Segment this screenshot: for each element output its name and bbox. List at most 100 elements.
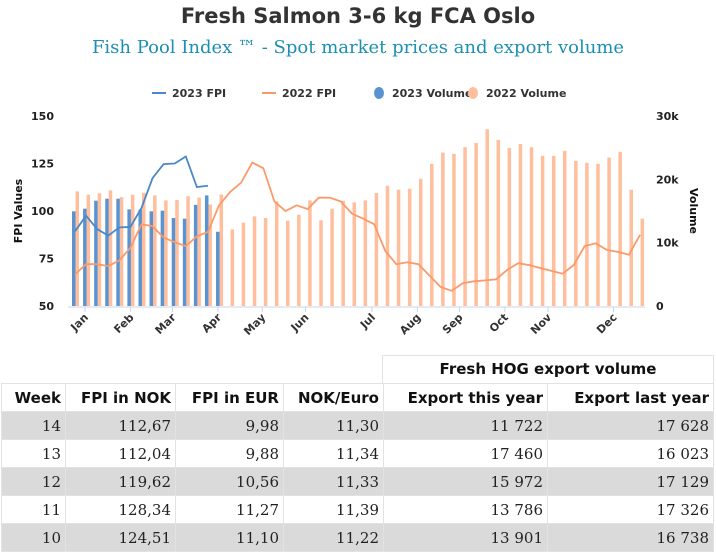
bar-2022-volume: [618, 151, 622, 306]
y2-axis-title: Volume: [687, 188, 700, 234]
bar-2022-volume: [308, 200, 312, 306]
bar-2022-volume: [75, 191, 79, 306]
x-tick-label-dec: Dec: [594, 311, 620, 337]
table-cell: 17 129: [547, 467, 714, 496]
chart-title: Fresh Salmon 3-6 kg FCA Oslo: [180, 4, 536, 28]
bar-2022-volume: [507, 147, 512, 306]
column-header: Export this year: [383, 383, 548, 412]
table-cell: 10,56: [175, 467, 284, 496]
column-header: NOK/Euro: [283, 383, 384, 412]
bar-2022-volume: [319, 220, 323, 306]
bar-2022-volume: [396, 189, 401, 306]
bar-2022-volume: [407, 188, 412, 306]
table-cell: 11,27: [175, 495, 284, 524]
column-header: FPI in EUR: [175, 383, 284, 412]
y-tick-label: 50: [39, 300, 55, 313]
bar-2023-volume: [149, 211, 154, 306]
bar-2022-volume: [485, 129, 489, 306]
x-tick-label-sep: Sep: [440, 311, 466, 337]
bar-2022-volume: [297, 214, 301, 306]
bar-2023-volume: [116, 198, 120, 306]
y2-tick-label: 30k: [656, 110, 679, 123]
bar-2022-volume: [629, 189, 633, 306]
table-cell: 11,10: [175, 523, 284, 552]
bar-2022-volume: [352, 202, 356, 306]
table-cell: 13 786: [383, 495, 548, 524]
table-row: 12 119,62 10,56 11,33 15 972 17 129: [1, 467, 714, 496]
y-axis-title: FPI Values: [12, 178, 25, 243]
legend-marker-icon: [374, 87, 384, 99]
bar-2022-volume: [385, 185, 390, 306]
bar-2022-volume: [230, 229, 235, 306]
table-cell: 11,39: [283, 495, 384, 524]
x-tick-label-oct: Oct: [487, 311, 511, 335]
bar-2022-volume: [518, 143, 523, 306]
x-tick-label-nov: Nov: [528, 310, 555, 337]
bar-2022-volume: [197, 197, 201, 306]
x-tick-label-feb: Feb: [111, 311, 136, 336]
legend-item: 2022 FPI: [282, 87, 336, 100]
bar-2022-volume: [418, 178, 423, 306]
bar-2022-volume: [108, 190, 113, 306]
bar-2022-volume: [496, 139, 501, 306]
bar-2022-volume: [175, 199, 179, 306]
line-2022-fpi: [74, 161, 641, 292]
x-tick-label-jun: Jun: [288, 311, 312, 335]
y-tick-label: 125: [31, 158, 54, 171]
y-tick-label: 100: [31, 205, 54, 218]
chart: Jan Feb Mar Apr May Jun Jul Aug Sep Oct Nov Dec 50 75…: [12, 87, 700, 338]
bar-2022-volume: [263, 217, 268, 306]
bar-2022-volume: [186, 196, 190, 306]
bar-2022-volume: [130, 194, 135, 306]
bar-2022-volume: [529, 147, 534, 306]
legend-item: 2023 FPI: [172, 87, 226, 100]
bar-2023-volume: [83, 208, 87, 306]
y-tick-label: 75: [39, 253, 54, 266]
table-row: 13 112,04 9,88 11,34 17 460 16 023: [1, 439, 714, 468]
bar-2022-volume: [241, 222, 246, 306]
table-row: 10 124,51 11,10 11,22 13 901 16 738: [1, 523, 714, 552]
bar-2022-volume: [607, 157, 611, 306]
bar-2022-volume: [274, 201, 279, 306]
column-header: Week: [1, 383, 66, 412]
table-cell: 16 738: [547, 523, 714, 552]
table-cell: 17 460: [383, 439, 548, 468]
table-cell: 11 722: [383, 411, 548, 440]
bar-2023-volume: [94, 200, 98, 306]
line-2023-fpi: [74, 155, 209, 237]
bar-2023-volume: [171, 217, 176, 306]
table-cell: 128,34: [65, 495, 176, 524]
y2-tick-label: 0: [656, 300, 664, 313]
table-cell: 11: [1, 495, 66, 524]
table-cell: 17 628: [547, 411, 714, 440]
bar-2022-volume: [330, 208, 334, 306]
x-tick-label-jul: Jul: [357, 311, 378, 332]
bar-2022-volume: [153, 195, 157, 306]
table-cell: 12: [1, 467, 66, 496]
table-cell: 15 972: [383, 467, 548, 496]
legend-item: 2023 Volume: [392, 87, 472, 100]
y2-tick-label: 10k: [656, 237, 679, 250]
table-cell: 11,34: [283, 439, 384, 468]
column-header: FPI in NOK: [65, 383, 176, 412]
chart-subtitle: Fish Pool Index ™ - Spot market prices a…: [91, 37, 625, 58]
y2-tick-label: 20k: [656, 173, 679, 186]
bar-2022-volume: [463, 147, 467, 306]
table-cell: 9,98: [175, 411, 284, 440]
table-cell: 11,30: [283, 411, 384, 440]
table-header-row: Week FPI in NOK FPI in EUR NOK/Euro Export t…: [1, 383, 714, 412]
bar-2022-volume: [441, 152, 445, 306]
bar-2023-volume: [160, 210, 165, 306]
bar-2022-volume: [563, 150, 567, 306]
bar-2022-volume: [119, 197, 124, 306]
bar-2022-volume: [97, 193, 102, 306]
bar-2023-volume: [127, 209, 131, 306]
bar-2022-volume: [430, 163, 434, 306]
x-tick-label-apr: Apr: [199, 311, 224, 336]
bar-2022-volume: [341, 200, 345, 306]
y-tick-label: 150: [31, 110, 54, 123]
bar-2022-volume: [596, 163, 600, 306]
bar-2022-volume: [252, 216, 257, 306]
bar-2022-volume: [374, 193, 379, 306]
table-cell: 17 326: [547, 495, 714, 524]
